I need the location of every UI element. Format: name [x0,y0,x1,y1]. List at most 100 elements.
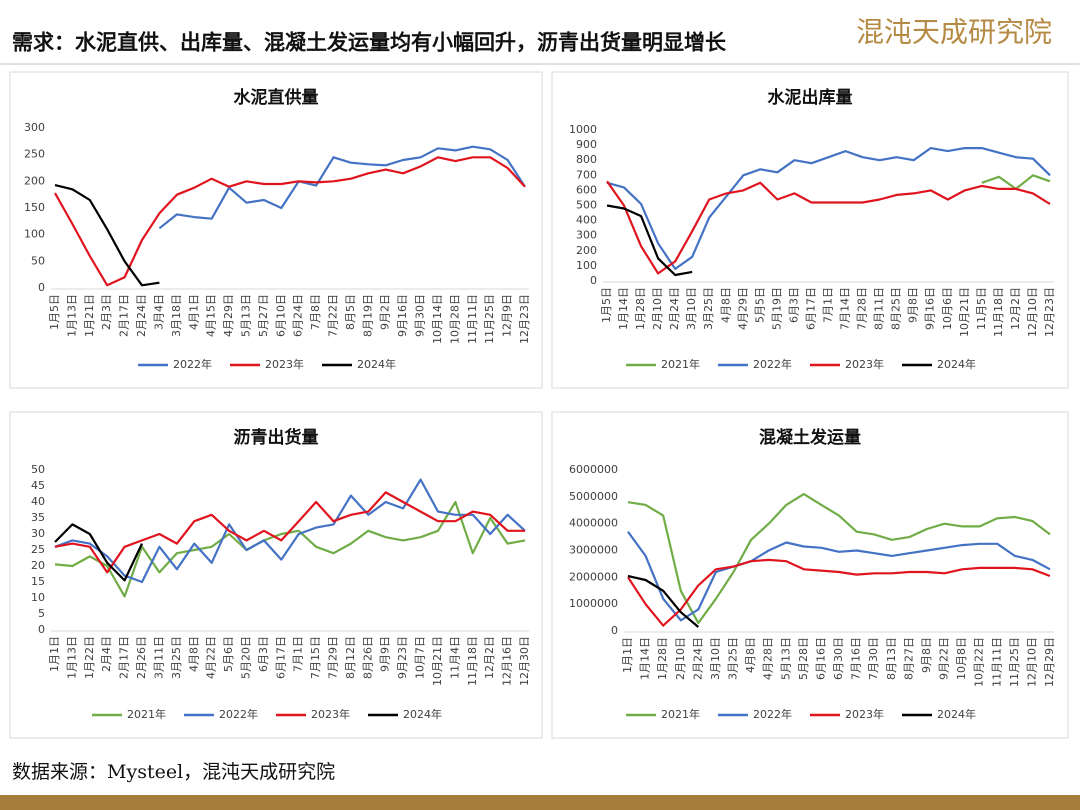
x-tick-label: 12月23日 [1043,287,1056,337]
x-tick-label: 3月11日 [152,636,165,679]
x-tick-label: 1月28日 [634,287,647,330]
x-tick-label: 6月16日 [814,637,827,680]
chart-panel [551,71,1069,389]
chart-title: 水泥直供量 [234,87,319,108]
x-tick-label: 4月29日 [222,294,235,337]
legend-label: 2022年 [753,357,792,371]
x-tick-label: 1月13日 [65,636,78,679]
x-tick-label: 3月10日 [685,287,698,330]
y-tick-label: 700 [576,168,597,181]
x-tick-label: 11月25日 [483,294,496,344]
legend-label: 2024年 [357,357,396,371]
x-tick-label: 1月14日 [617,287,630,330]
series-line [54,184,160,287]
x-tick-label: 12月2日 [1009,287,1022,330]
series-line [627,493,1051,625]
y-tick-label: 300 [576,229,597,242]
x-tick-label: 4月15日 [205,294,218,337]
y-tick-label: 100 [24,228,45,241]
chart-title: 混凝土发运量 [759,427,861,448]
series-line [54,523,143,582]
x-tick-label: 7月1日 [822,287,835,323]
x-tick-label: 7月8日 [309,294,322,330]
x-tick-label: 8月12日 [344,636,357,679]
y-tick-label: 100 [576,259,597,272]
x-tick-label: 6月17日 [274,636,287,679]
x-tick-label: 3月25日 [702,287,715,330]
y-tick-label: 2000000 [569,570,618,583]
legend-label: 2022年 [173,357,212,371]
x-tick-label: 3月18日 [170,294,183,337]
x-tick-label: 9月16日 [396,294,409,337]
x-tick-label: 1月13日 [65,294,78,337]
x-tick-label: 9月9日 [379,636,392,672]
x-tick-label: 8月26日 [361,636,374,679]
x-tick-label: 1月1日 [48,636,61,672]
x-tick-label: 11月25日 [1008,637,1021,687]
footer-bar [0,795,1080,810]
x-tick-label: 3月25日 [727,637,740,680]
x-tick-label: 11月4日 [448,636,461,679]
x-tick-label: 8月25日 [890,287,903,330]
x-tick-label: 2月24日 [691,637,704,680]
x-tick-label: 2月17日 [118,294,131,337]
x-tick-label: 1月1日 [621,637,634,673]
x-tick-label: 3月10日 [709,637,722,680]
y-tick-label: 300 [24,121,45,134]
legend-label: 2022年 [753,707,792,721]
x-tick-label: 6月3日 [787,287,800,323]
x-tick-label: 9月8日 [920,637,933,673]
x-tick-label: 9月8日 [907,287,920,323]
x-tick-label: 7月16日 [850,637,863,680]
y-tick-label: 10 [31,591,45,604]
x-tick-label: 1月5日 [48,294,61,330]
legend-label: 2024年 [937,357,976,371]
chart-title: 水泥出库量 [768,87,853,108]
y-tick-label: 0 [611,624,618,637]
series-line [158,145,526,230]
x-tick-label: 12月30日 [518,636,531,686]
x-tick-label: 6月10日 [274,294,287,337]
x-tick-label: 8月11日 [873,287,886,330]
y-tick-label: 400 [576,214,597,227]
legend-label: 2023年 [311,707,350,721]
x-tick-label: 5月20日 [239,636,252,679]
x-tick-label: 1月14日 [639,637,652,680]
x-tick-label: 10月7日 [414,636,427,679]
y-tick-label: 600 [576,183,597,196]
series-line [54,156,526,287]
header-title: 需求：水泥直供、出库量、混凝土发运量均有小幅回升，沥青出货量明显增长 [12,30,727,55]
x-tick-label: 1月21日 [83,294,96,337]
x-tick-label: 4月8日 [187,636,200,672]
y-tick-label: 5000000 [569,490,618,503]
x-tick-label: 1月28日 [656,637,669,680]
x-tick-label: 9月16日 [924,287,937,330]
x-tick-label: 6月30日 [832,637,845,680]
x-tick-label: 10月8日 [955,637,968,680]
x-tick-label: 8月13日 [885,637,898,680]
x-tick-label: 10月21日 [958,287,971,337]
x-tick-label: 12月16日 [501,636,514,686]
x-tick-label: 5月5日 [753,287,766,323]
x-tick-label: 10月22日 [973,637,986,687]
footer-source: 数据来源：Mysteel，混沌天成研究院 [12,761,335,783]
legend-label: 2023年 [845,707,884,721]
legend-label: 2021年 [127,707,166,721]
x-tick-label: 5月6日 [222,636,235,672]
x-tick-label: 12月2日 [483,636,496,679]
y-tick-label: 250 [24,148,45,161]
x-tick-label: 7月14日 [839,287,852,330]
chart-panel [9,71,543,389]
chart-panel [9,411,543,739]
y-tick-label: 6000000 [569,463,618,476]
x-tick-label: 3月4日 [152,294,165,330]
x-tick-label: 1月22日 [83,636,96,679]
x-tick-label: 5月27日 [257,294,270,337]
x-tick-label: 5月13日 [239,294,252,337]
x-tick-label: 6月3日 [257,636,270,672]
x-tick-label: 2月17日 [118,636,131,679]
y-tick-label: 45 [31,479,45,492]
series-line [627,574,700,628]
legend-label: 2021年 [661,707,700,721]
